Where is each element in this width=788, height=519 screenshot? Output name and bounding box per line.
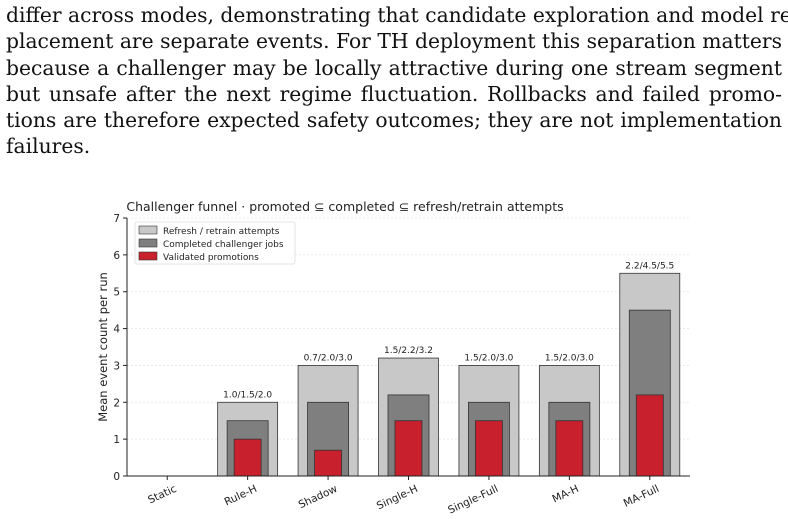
bar-value-label: 1.5/2.0/3.0 [545,353,594,363]
chart-title: Challenger funnel · promoted ⊆ completed… [126,199,563,214]
x-tick-label: MA-Full [622,483,661,510]
x-tick-label: Static [146,483,178,507]
bar-value-label: 2.2/4.5/5.5 [625,261,674,271]
paragraph-line: failures. [6,134,91,159]
legend-swatch [138,238,158,248]
bar-value-label: 1.0/1.5/2.0 [223,390,272,400]
legend-label: Validated promotions [163,253,259,263]
x-tick-label: Single-H [375,483,420,512]
x-tick-label: MA-H [550,483,580,506]
bar-validated-promotions [314,449,342,477]
y-tick-label: 1 [113,434,120,446]
y-tick-label: 0 [113,471,120,483]
legend-swatch [138,251,158,261]
bar-validated-promotions [233,438,262,477]
legend-box [134,221,296,265]
y-tick-label: 5 [113,287,120,299]
y-axis-label: Mean event count per run [96,272,110,422]
bar-validated-promotions [475,420,503,477]
paragraph-line: because a challenger may be locally attr… [6,55,782,80]
paragraph-line: tions are therefore expected safety outc… [6,108,782,133]
legend-label: Completed challenger jobs [163,240,284,250]
legend-label: Refresh / retrain attempts [163,227,280,237]
paragraph-line: differ across modes, demonstrating that … [6,3,788,27]
x-tick-label: Shadow [297,483,340,512]
x-tick-label: Rule-H [223,483,259,508]
bar-value-label: 1.5/2.0/3.0 [464,353,513,363]
y-tick-label: 3 [113,360,120,372]
y-tick-label: 2 [113,397,120,409]
bar-validated-promotions [635,394,664,477]
y-tick-label: 6 [113,250,120,262]
bar-validated-promotions [555,420,584,477]
bar-value-label: 0.7/2.0/3.0 [304,353,353,363]
bars-group: 1.0/1.5/2.0 0.7/2.0/3.0 1.5/2.2/3.2 1.5/2.0… [217,261,681,477]
paragraph-line: placement are separate events. For TH de… [6,29,782,54]
bar-value-label: 1.5/2.2/3.2 [384,346,433,356]
body-paragraph: differ across modes, demonstrating that … [6,2,788,160]
x-tick-label: Single-Full [446,483,500,517]
legend-swatch [138,225,158,235]
y-tick-label: 4 [113,324,120,336]
y-tick-label: 7 [113,213,120,225]
legend: Refresh / retrain attempts Completed chal… [134,221,296,265]
paragraph-line: but unsafe after the next regime fluctua… [6,81,782,106]
bar-validated-promotions [394,420,423,477]
